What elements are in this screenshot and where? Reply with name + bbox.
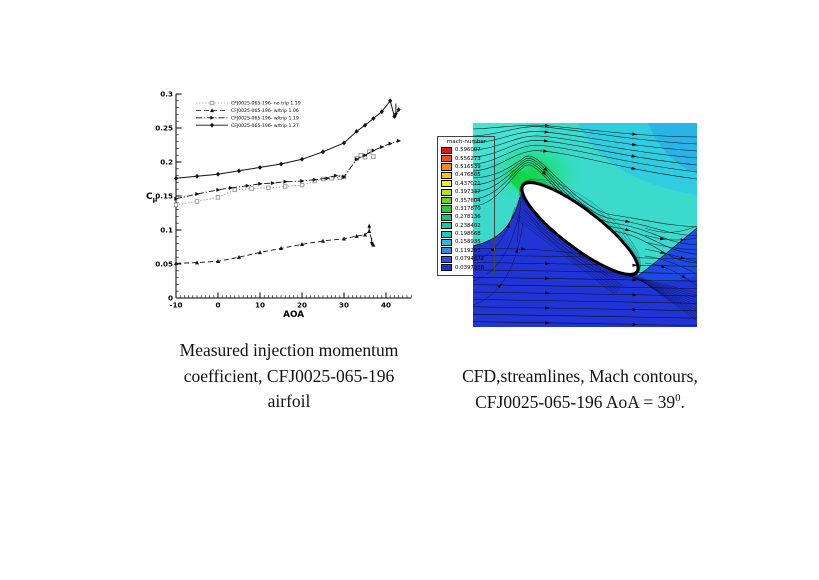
x-axis-label: AOA [283,310,304,320]
streamline-arrows [490,123,687,326]
momentum-chart-svg: -10 0 10 20 30 4000.050.10.150.20.250.3AOACμC… [146,90,412,320]
cfd-legend-value: 0.317870 [455,205,481,212]
cfd-legend-swatch [441,180,452,188]
cfd-legend-swatch [441,222,452,230]
cfd-legend-row: 0.238402 [441,222,492,230]
cfd-legend-value: 0.0794672 [455,256,485,263]
cfd-legend-value: 0.596007 [455,147,481,154]
cfd-legend-row: 0.158935 [441,238,492,247]
chart-series-3 [173,98,401,181]
svg-text:0: 0 [168,294,173,303]
svg-text:CFJ0025-065-196- w/trip 1.27: CFJ0025-065-196- w/trip 1.27 [231,123,299,129]
svg-text:CFJ0025-065-196- w/trip 1.06: CFJ0025-065-196- w/trip 1.06 [231,108,299,114]
cfd-legend-value: 0.119201 [455,247,481,254]
cfd-legend-swatch [441,255,452,263]
caption-right-superscript: 0 [675,391,681,404]
cfd-legend-swatch [441,264,452,272]
cfd-legend-swatch [441,205,452,213]
cfd-legend-swatch [441,230,452,238]
svg-text:0.2: 0.2 [160,158,173,167]
svg-text:20: 20 [297,301,307,310]
cfd-legend-row: 0.317870 [441,205,492,213]
cfd-plot [472,123,698,327]
svg-text:0: 0 [215,301,220,310]
cfd-legend: mach-number 0.596007 0.556273 0.516539 0.47… [437,136,495,276]
cfd-legend-swatch [441,188,452,196]
cfd-legend-row: 0.437071 [441,180,492,188]
cfd-legend-row: 0.357604 [441,196,492,205]
svg-text:10: 10 [255,301,265,310]
caption-left-line3: airfoil [267,391,311,411]
cfd-legend-row: 0.596007 [441,146,492,154]
svg-text:0.05: 0.05 [155,260,173,269]
cfd-legend-value: 0.238402 [455,222,481,229]
caption-right-period: . [680,391,685,412]
cfd-legend-value: 0.198668 [455,231,481,238]
cfd-legend-swatch [441,213,452,221]
cfd-legend-value: 0.476805 [455,172,481,179]
y-axis-label: Cμ [146,192,158,204]
caption-right: CFD,streamlines, Mach contours, CFJ0025-… [425,364,735,415]
svg-text:CFJ0025-065-196- w/trip 1.19: CFJ0025-065-196- w/trip 1.19 [231,116,299,122]
svg-text:CFJ0025-065-196- no trip 1.19: CFJ0025-065-196- no trip 1.19 [231,101,301,107]
cfd-legend-row: 0.516539 [441,163,492,171]
cfd-legend-swatch [441,196,452,205]
cfd-legend-row: 0.0794672 [441,255,492,263]
svg-text:-10: -10 [170,301,183,310]
cfd-legend-value: 0.0397336 [455,264,485,271]
cfd-legend-value: 0.397337 [455,189,481,196]
cfd-legend-value: 0.556273 [455,155,481,162]
chart-legend: CFJ0025-065-196- no trip 1.19CFJ0025-065… [196,101,301,129]
cfd-legend-swatch [441,163,452,171]
cfd-legend-swatch [441,247,452,255]
caption-left-line2: coefficient, CFJ0025-065-196 [183,365,395,386]
svg-text:0.3: 0.3 [160,90,173,99]
caption-right-line1: CFD,streamlines, Mach contours, [462,366,698,386]
cfd-legend-swatch [441,171,452,179]
cfd-legend-row: 0.278136 [441,213,492,221]
streamlines [472,124,698,326]
cfd-legend-row: 0.476805 [441,171,492,179]
cfd-legend-value: 0.158935 [455,239,481,246]
cfd-legend-row: 0.0397336 [441,263,492,272]
caption-left-line1: Measured injection momentum [179,340,399,360]
cfd-legend-value: 0.357604 [455,197,481,204]
svg-text:30: 30 [339,301,349,310]
cfd-legend-value: 0.437071 [455,180,481,187]
cfd-legend-title: mach-number [446,139,487,145]
cfd-legend-row: 0.119201 [441,247,492,255]
cfd-legend-swatch [441,146,452,154]
chart-series-0 [173,149,376,208]
airfoil-body [520,181,640,276]
svg-text:0.1: 0.1 [160,226,173,235]
wake-mesh [622,273,698,321]
chart-series-2 [174,138,402,201]
momentum-chart: -10 0 10 20 30 40 0 0.05 0.1 0.15 0.2 0.25 0.3 AOA Cμ C… [138,80,438,320]
cfd-legend-swatch [441,154,452,163]
cfd-legend-value: 0.516539 [455,163,481,170]
caption-right-line2-text: CFJ0025-065-196 AoA = 39 [475,391,676,412]
svg-text:0.15: 0.15 [155,192,173,201]
cfd-legend-value: 0.278136 [455,214,481,221]
airfoil [511,178,641,295]
cfd-legend-swatch [441,238,452,247]
cfd-legend-rows: 0.596007 0.556273 0.516539 0.476805 0.437071… [441,146,492,272]
chart-series-1 [174,229,376,266]
cfd-legend-row: 0.556273 [441,154,492,163]
svg-text:0.25: 0.25 [155,124,173,133]
cfd-flowfield-svg [472,123,698,327]
caption-right-line2: CFJ0025-065-196 AoA = 390. [425,390,735,416]
chart-annotation-arrows [367,103,398,246]
caption-left: Measured injection momentum coefficient,… [133,338,445,415]
cfd-legend-row: 0.198668 [441,230,492,238]
svg-text:40: 40 [381,301,391,310]
cfd-legend-row: 0.397337 [441,188,492,196]
